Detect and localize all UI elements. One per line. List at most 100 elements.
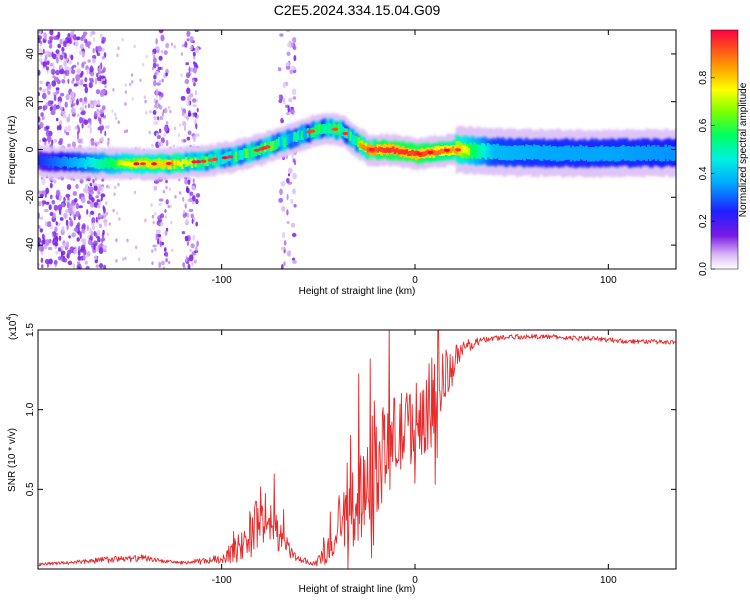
spectrogram-noise-cell xyxy=(152,220,155,225)
spectrogram-ridge-cell xyxy=(589,147,592,162)
spectrogram-ridge-cell xyxy=(237,150,240,161)
spectrogram-noise-cell xyxy=(183,125,187,132)
spectrogram-noise-cell xyxy=(139,78,142,83)
spectrogram-noise-cell xyxy=(104,221,107,228)
spectrogram-noise-cell xyxy=(86,200,91,205)
spectrogram-noise-cell xyxy=(73,34,77,41)
spectrogram-noise-cell xyxy=(186,87,191,95)
spectrogram-ridge-cell xyxy=(639,146,642,161)
spectrogram-noise-cell xyxy=(194,134,197,140)
spectrogram-noise-cell xyxy=(77,250,81,256)
spectrogram-ridge-cell xyxy=(181,159,184,164)
spectrogram-noise-cell xyxy=(74,125,77,131)
spectrogram-noise-cell xyxy=(39,87,42,91)
spectrogram-noise-cell xyxy=(131,97,134,101)
spectrogram-noise-cell xyxy=(38,116,41,123)
spectrogram-noise-cell xyxy=(178,123,182,127)
snr-ytick-label: 1.0 xyxy=(25,402,36,416)
spectrogram-noise-cell xyxy=(290,42,294,47)
spectrogram-noise-cell xyxy=(101,238,104,244)
spectrogram-noise-cell xyxy=(148,130,151,135)
spectrogram-ylabel: Frequency (Hz) xyxy=(7,116,18,185)
spectrogram-noise-cell xyxy=(55,117,59,122)
spectrogram-noise-cell xyxy=(160,221,164,227)
spectrogram-noise-cell xyxy=(281,264,284,269)
spectrogram-noise-cell xyxy=(45,125,50,130)
spectrogram-ridge-cell xyxy=(606,146,610,161)
spectrogram-noise-cell xyxy=(46,86,50,92)
spectrogram-noise-cell xyxy=(280,247,286,251)
spectrogram-ridge-cell xyxy=(596,147,600,162)
spectrogram-noise-cell xyxy=(142,62,145,67)
spectrogram-ridge-cell xyxy=(92,157,95,168)
spectrogram-noise-cell xyxy=(195,98,199,103)
spectrogram-noise-cell xyxy=(101,80,107,85)
spectrogram-noise-cell xyxy=(277,67,282,72)
spectrogram-noise-cell xyxy=(143,95,146,99)
spectrogram-noise-cell xyxy=(38,92,41,97)
spectrogram-ridge-cell xyxy=(610,146,613,161)
spectrogram-ridge-cell xyxy=(575,146,579,161)
spectrogram-noise-cell xyxy=(97,237,101,243)
spectrogram-noise-cell xyxy=(192,104,197,108)
spectrogram-noise-cell xyxy=(185,186,189,193)
spectrogram-ridge-cell xyxy=(532,144,536,159)
spectrogram-noise-cell xyxy=(94,77,98,85)
spectrogram-noise-cell xyxy=(69,98,73,105)
spectrogram-noise-cell xyxy=(59,54,64,60)
spectrogram-noise-cell xyxy=(281,232,286,239)
spectrogram-ridge-cell xyxy=(380,147,383,152)
spectrogram-noise-cell xyxy=(43,244,48,250)
spectrogram-noise-cell xyxy=(153,116,157,121)
spectrogram-ridge-cell xyxy=(78,158,82,168)
spectrogram-ridge-cell xyxy=(561,146,565,161)
spectrogram-peak-cell xyxy=(227,155,234,159)
spectrogram-ridge-cell xyxy=(565,145,569,160)
spectrogram-noise-cell xyxy=(64,101,68,108)
spectrogram-ridge-cell xyxy=(173,159,176,165)
spectrogram-noise-cell xyxy=(98,223,103,229)
spectrogram-noise-cell xyxy=(84,77,88,83)
spectrogram-noise-cell xyxy=(154,72,158,76)
spectrogram-noise-cell xyxy=(81,223,86,229)
spectrogram-noise-cell xyxy=(63,73,66,80)
spectrogram-ridge-cell xyxy=(347,129,350,140)
spectrogram-noise-cell xyxy=(184,41,188,48)
spectrogram-noise-cell xyxy=(124,83,128,87)
spectrogram-ridge-cell xyxy=(364,146,368,151)
spectrogram-peak-cell xyxy=(221,156,228,160)
spectrogram-noise-cell xyxy=(80,111,85,116)
spectrogram-noise-cell xyxy=(58,247,61,252)
spectrogram-peak-cell xyxy=(368,147,375,152)
colorbar-tick-label: 0.4 xyxy=(698,166,709,180)
spectrogram-ridge-cell xyxy=(144,160,147,166)
spectrogram-noise-cell xyxy=(283,97,286,105)
spectrogram-noise-cell xyxy=(153,104,157,108)
spectrogram-noise-cell xyxy=(38,69,41,76)
spectrogram-noise-cell xyxy=(163,125,168,132)
spectrogram-noise-cell xyxy=(88,213,91,218)
spectrogram-ridge-cell xyxy=(494,144,497,159)
spectrogram-noise-cell xyxy=(278,94,282,100)
spectrogram-noise-cell xyxy=(90,230,94,237)
spectrogram-ridge-cell xyxy=(658,146,662,161)
spectrogram-noise-cell xyxy=(100,136,104,142)
spectrogram-ridge-cell xyxy=(97,159,101,170)
spectrogram-ridge-cell xyxy=(215,153,219,163)
spectrogram-peak-cell xyxy=(408,151,415,155)
spectrogram-noise-cell xyxy=(98,214,103,218)
spectrogram-ridge-cell xyxy=(113,159,117,170)
spectrogram-noise-cell xyxy=(90,65,93,70)
spectrogram-ridge-cell xyxy=(184,159,188,165)
spectrogram-noise-cell xyxy=(57,204,63,212)
spectrogram-noise-cell xyxy=(184,212,188,217)
spectrogram-noise-cell xyxy=(153,79,157,87)
spectrogram-noise-cell xyxy=(42,88,47,93)
colorbar-tick-label: 0.6 xyxy=(698,118,709,132)
spectrogram-noise-cell xyxy=(196,107,199,113)
spectrogram-noise-cell xyxy=(103,52,107,58)
spectrogram-noise-cell xyxy=(187,263,190,269)
spectrogram-noise-cell xyxy=(77,36,81,41)
spectrogram-ridge-cell xyxy=(505,146,509,161)
spectrogram-peak-cell xyxy=(264,145,271,149)
